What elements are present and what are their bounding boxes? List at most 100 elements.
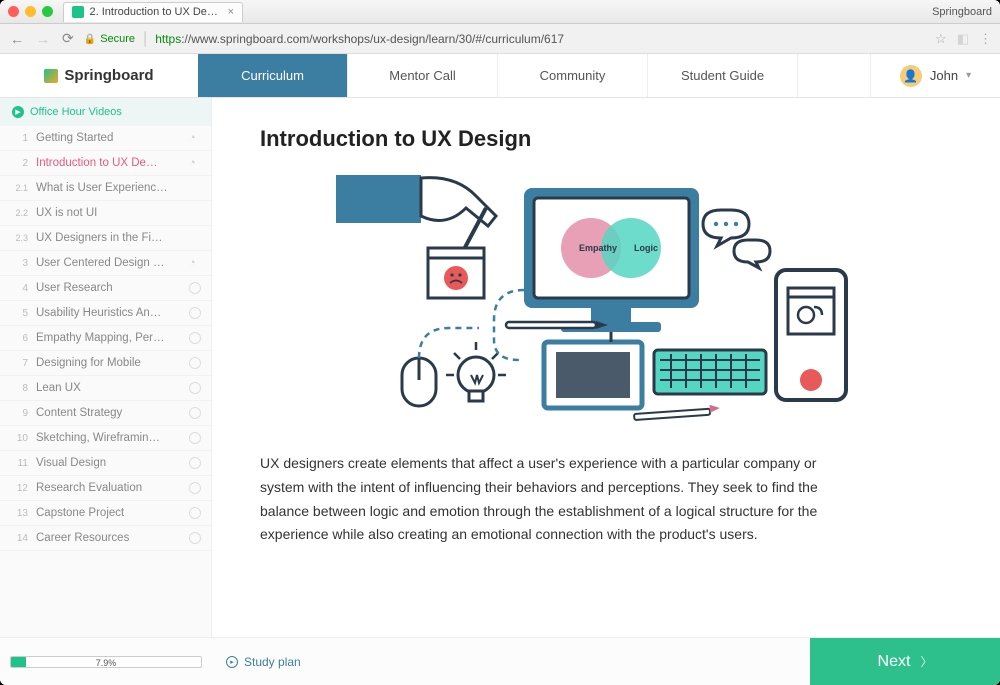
brand-logo-icon	[44, 69, 58, 83]
sidebar-item-number: 5	[8, 308, 28, 319]
page-title: Introduction to UX Design	[260, 126, 952, 152]
sidebar-item[interactable]: 7 Designing for Mobile	[0, 351, 211, 376]
nav-item-student-guide[interactable]: Student Guide	[648, 54, 798, 97]
sidebar-item[interactable]: 14Career Resources	[0, 526, 211, 551]
minimize-window-button[interactable]	[25, 6, 36, 17]
body-paragraph: UX designers create elements that affect…	[260, 452, 820, 547]
user-menu[interactable]: 👤 John ▾	[870, 54, 1000, 97]
sidebar-item-number: 2.3	[8, 233, 28, 243]
play-icon: ▶	[12, 106, 24, 118]
sidebar-item[interactable]: 2.2 UX is not UI	[0, 201, 211, 226]
app-header: Springboard CurriculumMentor CallCommuni…	[0, 54, 1000, 98]
sidebar-item[interactable]: 5Usability Heuristics An…	[0, 301, 211, 326]
close-window-button[interactable]	[8, 6, 19, 17]
reload-button[interactable]: ⟳	[60, 30, 76, 47]
tab-title: 2. Introduction to UX Design	[90, 6, 222, 18]
sidebar-item-number: 2.2	[8, 208, 28, 218]
status-circle-icon	[189, 457, 201, 469]
sidebar-item[interactable]: 10Sketching, Wireframin…	[0, 426, 211, 451]
sidebar-item[interactable]: 11Visual Design	[0, 451, 211, 476]
progress-percent: 7.9%	[11, 657, 201, 668]
address-bar[interactable]: https://www.springboard.com/workshops/ux…	[155, 32, 927, 46]
sidebar-item[interactable]: 2.3UX Designers in the Fi…	[0, 226, 211, 251]
star-icon[interactable]: ☆	[935, 31, 947, 47]
sidebar-item-number: 6	[8, 333, 28, 344]
status-circle-icon	[189, 382, 201, 394]
avatar: 👤	[900, 65, 922, 87]
sidebar-item[interactable]: 8 Lean UX	[0, 376, 211, 401]
content-area: Introduction to UX Design	[212, 98, 1000, 637]
sidebar-header[interactable]: ▶ Office Hour Videos	[0, 98, 211, 126]
toolbar-right-icons: ☆ ◧ ⋮	[935, 31, 992, 47]
nav-item-mentor-call[interactable]: Mentor Call	[348, 54, 498, 97]
clock-icon: ◔	[189, 157, 201, 169]
tab-close-icon[interactable]: ×	[228, 6, 234, 18]
sidebar-item-label: Capstone Project	[36, 507, 181, 519]
url-path: ://www.springboard.com/workshops/ux-desi…	[181, 32, 564, 46]
sidebar-item[interactable]: 3 User Centered Design … ◔	[0, 251, 211, 276]
sidebar-item[interactable]: 4 User Research	[0, 276, 211, 301]
clock-icon: ◔	[189, 257, 201, 269]
sidebar-item-label: Lean UX	[36, 382, 181, 394]
sidebar-item[interactable]: 12Research Evaluation	[0, 476, 211, 501]
back-button[interactable]: ←	[8, 31, 26, 47]
sidebar-item-label: User Centered Design …	[36, 257, 181, 269]
sidebar-item[interactable]: 1Getting Started◔	[0, 126, 211, 151]
play-outline-icon: ▸	[226, 656, 238, 668]
status-circle-icon	[189, 407, 201, 419]
sidebar-item-label: User Research	[36, 282, 181, 294]
study-plan-link[interactable]: ▸ Study plan	[226, 655, 301, 669]
sidebar-item-label: Sketching, Wireframin…	[36, 432, 181, 444]
sidebar-item-number: 3	[8, 258, 28, 269]
browser-tab[interactable]: 2. Introduction to UX Design ×	[63, 2, 243, 22]
sidebar-item-number: 11	[8, 458, 28, 469]
chevron-right-icon: 〉	[920, 653, 932, 670]
menu-icon[interactable]: ⋮	[979, 31, 992, 47]
sidebar-item[interactable]: 13 Capstone Project	[0, 501, 211, 526]
browser-titlebar: 2. Introduction to UX Design × Springboa…	[0, 0, 1000, 24]
url-scheme: https	[155, 32, 181, 46]
sidebar-item-label: Career Resources	[36, 532, 181, 544]
study-plan-label: Study plan	[244, 655, 301, 669]
browser-toolbar: ← → ⟳ Secure | https://www.springboard.c…	[0, 24, 1000, 54]
nav-item-community[interactable]: Community	[498, 54, 648, 97]
sidebar-item-label: UX is not UI	[36, 207, 181, 219]
status-circle-icon	[189, 282, 201, 294]
footer: 7.9% ▸ Study plan Next 〉	[0, 637, 1000, 685]
sidebar-item-label: Content Strategy	[36, 407, 181, 419]
sidebar-item-number: 2	[8, 158, 28, 169]
window-app-name: Springboard	[932, 6, 992, 18]
status-circle-icon	[189, 532, 201, 544]
progress: 7.9%	[0, 656, 212, 668]
sidebar-item-number: 4	[8, 283, 28, 294]
sidebar-item[interactable]: 6Empathy Mapping, Per…	[0, 326, 211, 351]
progress-bar: 7.9%	[10, 656, 202, 668]
nav-item-curriculum[interactable]: Curriculum	[198, 54, 348, 97]
status-circle-icon	[189, 332, 201, 344]
next-label: Next	[878, 653, 911, 671]
sidebar-item[interactable]: 2.1 What is User Experienc…	[0, 176, 211, 201]
forward-button[interactable]: →	[34, 31, 52, 47]
sidebar-item-label: What is User Experienc…	[36, 182, 181, 194]
hero-illustration: Empathy Logic	[336, 170, 876, 430]
sidebar-item-number: 13	[8, 508, 28, 519]
secure-label: Secure	[100, 33, 135, 45]
sidebar-header-label: Office Hour Videos	[30, 106, 122, 118]
sidebar-item-number: 8	[8, 383, 28, 394]
brand-name: Springboard	[64, 67, 153, 84]
status-circle-icon	[189, 507, 201, 519]
brand[interactable]: Springboard	[0, 54, 198, 97]
sidebar-item-number: 2.1	[8, 183, 28, 193]
sidebar-item-label: Introduction to UX De…	[36, 157, 181, 169]
next-button[interactable]: Next 〉	[810, 638, 1000, 685]
sidebar-item[interactable]: 2 Introduction to UX De… ◔	[0, 151, 211, 176]
svg-text:Empathy: Empathy	[579, 243, 617, 253]
sidebar: ▶ Office Hour Videos 1Getting Started◔ 2I…	[0, 98, 212, 637]
sidebar-item-number: 7	[8, 358, 28, 369]
sidebar-item-label: Designing for Mobile	[36, 357, 181, 369]
maximize-window-button[interactable]	[42, 6, 53, 17]
sidebar-item[interactable]: 9Content Strategy	[0, 401, 211, 426]
status-circle-icon	[189, 357, 201, 369]
extension-icon[interactable]: ◧	[957, 31, 969, 47]
chevron-down-icon: ▾	[966, 70, 971, 81]
